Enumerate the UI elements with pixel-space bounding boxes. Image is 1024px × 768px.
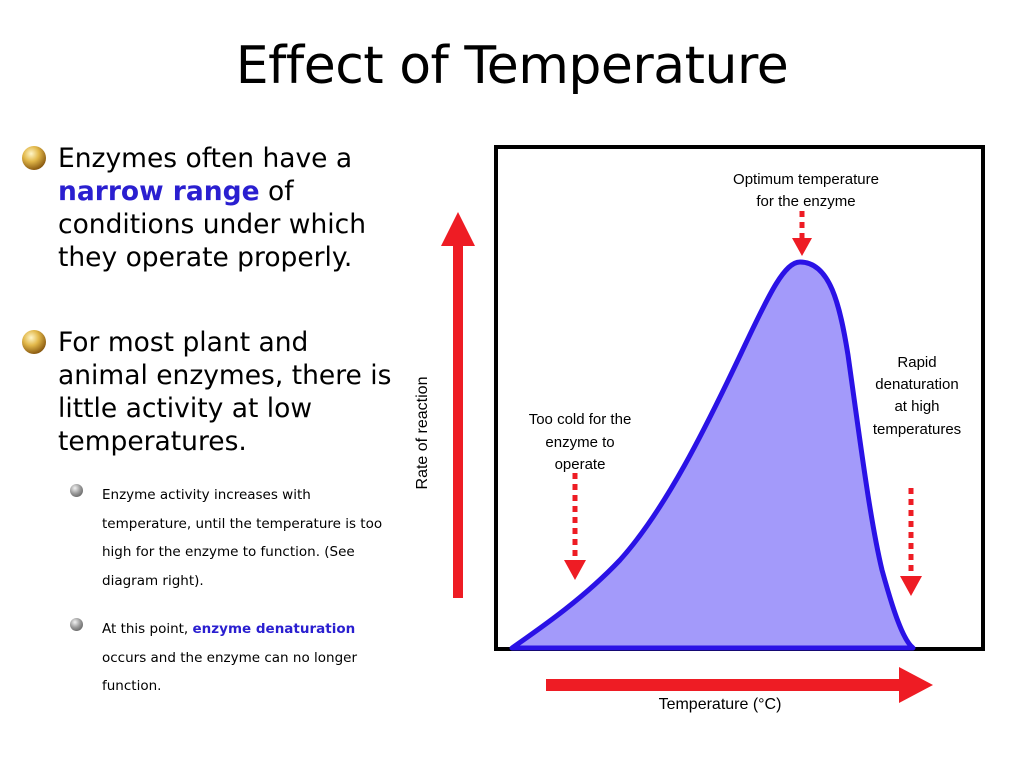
sub-bullet-activity-increases: Enzyme activity increases with temperatu…	[70, 481, 390, 595]
enzyme-activity-curve	[509, 259, 916, 651]
cold-arrow-head	[564, 560, 586, 580]
hot-arrow-head	[900, 576, 922, 596]
x-axis-arrow-shaft	[546, 679, 906, 691]
x-axis-arrow-head	[899, 667, 933, 703]
bullet-text: For most plant and animal enzymes, there…	[58, 327, 392, 457]
y-axis-arrow-head	[441, 212, 475, 246]
bullet-text-start: Enzymes often have a	[58, 143, 353, 174]
bullet-text: Enzymes often have a narrow range of con…	[58, 142, 392, 274]
y-axis-arrow-shaft	[453, 242, 463, 598]
grey-bullet-icon	[70, 618, 83, 631]
sub-bullet-text: Enzyme activity increases with temperatu…	[102, 487, 383, 589]
slide-title: Effect of Temperature	[235, 36, 789, 96]
sub-bullet-text-end: occurs and the enzyme can no longer func…	[102, 649, 357, 695]
x-axis-label: Temperature (°C)	[659, 696, 782, 713]
cold-label-line-3: operate	[555, 456, 606, 473]
optimum-label-line-1: Optimum temperature	[733, 171, 879, 188]
hot-label-line-4: temperatures	[873, 421, 961, 438]
gold-bullet-icon	[22, 146, 46, 170]
cold-label-line-1: Too cold for the	[529, 411, 632, 428]
hot-label-line-2: denaturation	[875, 376, 958, 393]
sub-bullet-text: At this point, enzyme denaturation occur…	[102, 615, 390, 701]
sub-bullet-text-start: At this point,	[102, 621, 193, 637]
hot-label-line-1: Rapid	[897, 354, 936, 371]
grey-bullet-icon	[70, 484, 83, 497]
sub-bullet-denaturation: At this point, enzyme denaturation occur…	[70, 615, 390, 701]
narrow-range-highlight: narrow range	[58, 176, 260, 207]
optimum-arrow-head	[792, 238, 812, 256]
bullet-low-temperatures: For most plant and animal enzymes, there…	[22, 326, 392, 458]
optimum-label-line-2: for the enzyme	[756, 193, 855, 210]
enzyme-denaturation-highlight: enzyme denaturation	[192, 621, 356, 637]
bullet-text-end: of conditions under which they operate p…	[58, 176, 366, 273]
hot-label-line-3: at high	[894, 398, 939, 415]
bullet-narrow-range: Enzymes often have a narrow range of con…	[22, 142, 392, 274]
y-axis-label: Rate of reaction	[414, 377, 431, 490]
gold-bullet-icon	[22, 330, 46, 354]
cold-label-line-2: enzyme to	[545, 434, 614, 451]
